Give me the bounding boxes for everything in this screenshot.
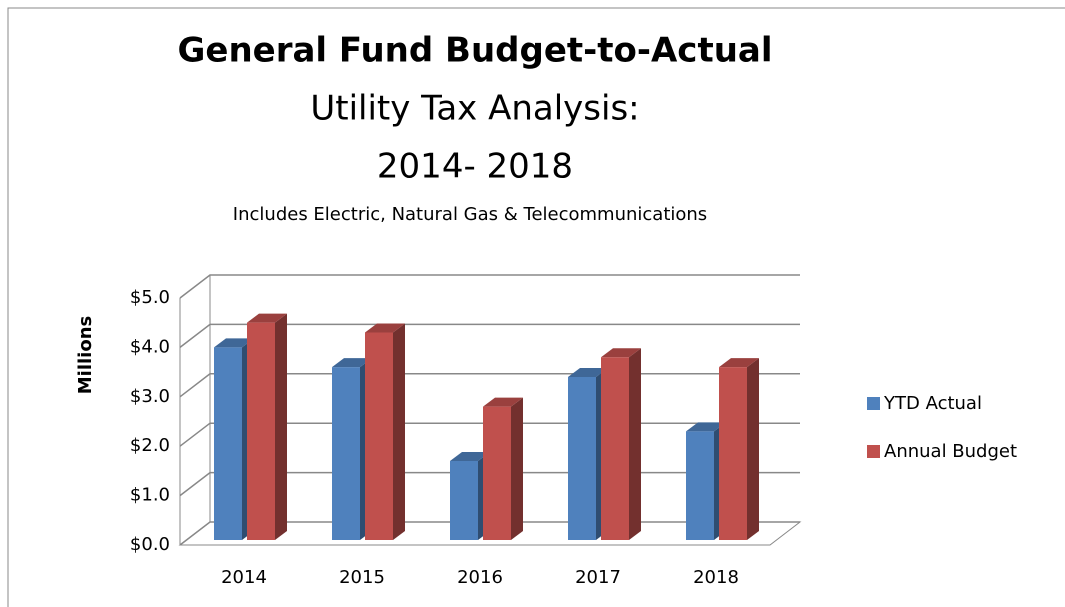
y-tick-label: $4.0 — [130, 336, 170, 357]
bar-face — [450, 460, 478, 540]
bar-face — [483, 397, 523, 407]
bar-face — [568, 376, 596, 540]
bar-face — [629, 348, 641, 540]
y-tick-label: $5.0 — [130, 287, 170, 308]
y-tick-label: $0.0 — [130, 534, 170, 555]
bar-face — [332, 367, 360, 540]
bar — [601, 348, 641, 540]
y-tick-label: $3.0 — [130, 386, 170, 407]
x-tick-label: 2016 — [457, 567, 503, 588]
bar-face — [601, 357, 629, 540]
bar — [247, 313, 287, 540]
bar-face — [747, 358, 759, 540]
bar — [483, 397, 523, 540]
y-axis-label: Millions — [75, 316, 96, 395]
chart-subtitle: 2014- 2018 — [377, 147, 573, 187]
bar-face — [511, 397, 523, 540]
bar-face — [686, 431, 714, 540]
bar-face — [393, 323, 405, 540]
bar-face — [719, 358, 759, 368]
bar-face — [365, 323, 405, 333]
bar-face — [601, 348, 641, 358]
bar-face — [483, 406, 511, 540]
bar — [365, 323, 405, 540]
legend-label: YTD Actual — [883, 393, 982, 414]
chart-subtitle: Utility Tax Analysis: — [310, 89, 639, 129]
legend-swatch — [867, 445, 880, 458]
bar-face — [686, 422, 726, 432]
bar-face — [365, 332, 393, 540]
x-tick-label: 2017 — [575, 567, 621, 588]
bar-face — [275, 313, 287, 540]
bar-face — [719, 367, 747, 540]
bar-face — [247, 313, 287, 323]
y-tick-label: $1.0 — [130, 485, 170, 506]
chart-frame — [7, 7, 1065, 607]
x-tick-label: 2015 — [339, 567, 385, 588]
x-tick-label: 2014 — [221, 567, 267, 588]
bar-face — [568, 367, 608, 377]
legend-label: Annual Budget — [884, 441, 1017, 462]
x-tick-label: 2018 — [693, 567, 739, 588]
y-tick-label: $2.0 — [130, 435, 170, 456]
chart-title: General Fund Budget-to-Actual — [177, 31, 772, 71]
chart-note: Includes Electric, Natural Gas & Telecom… — [233, 204, 707, 225]
grid-line — [179, 274, 800, 299]
bar-face — [247, 322, 275, 540]
bar-face — [214, 338, 254, 348]
bar-face — [332, 358, 372, 368]
legend-swatch — [867, 397, 880, 410]
bar-face — [214, 347, 242, 540]
bar-face — [450, 451, 490, 461]
bar — [719, 358, 759, 540]
